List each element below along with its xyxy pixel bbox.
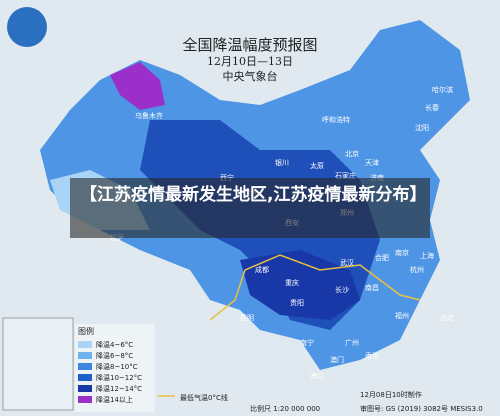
legend-title: 图例 [78, 327, 94, 336]
city-label: 昆明 [240, 314, 254, 322]
city-label: 呼和浩特 [322, 115, 350, 124]
city-label: 成都 [255, 265, 269, 274]
legend-swatch [78, 385, 92, 392]
scale: 比例尺 1:20 000 000 [250, 405, 321, 413]
city-label: 银川 [275, 158, 289, 167]
city-label: 哈尔滨 [432, 85, 453, 94]
city-label: 上海 [420, 251, 434, 260]
zero-degree-line [209, 254, 421, 321]
legend-swatch [78, 374, 92, 381]
city-label: 南宁 [300, 338, 314, 347]
city-label: 重庆 [285, 278, 299, 287]
legend-label: 降温8~10°C [96, 362, 138, 371]
legend-swatch [78, 352, 92, 359]
legend: 图例 降温4~6°C 降温6~8°C 降温8~10°C 降温10~12°C 降温12~14… [78, 326, 228, 405]
city-label: 杭州 [410, 265, 424, 274]
legend-item: 降温14以上 [78, 394, 142, 405]
legend-swatch [78, 363, 92, 370]
city-label: 澳门 [330, 355, 344, 364]
city-label: 沈阳 [415, 123, 429, 132]
legend-item: 最低气温0°C线 [180, 392, 228, 403]
legend-item: 降温6~8°C [78, 350, 142, 361]
city-label: 台北 [440, 313, 454, 322]
legend-label: 降温4~6°C [96, 340, 134, 349]
map-issuer: 中央气象台 [222, 70, 278, 83]
city-label: 北京 [345, 149, 359, 158]
headline-banner: 【江苏疫情最新发生地区,江苏疫情最新分布】 [70, 178, 430, 238]
city-label: 武汉 [340, 258, 354, 267]
inset-map [2, 317, 74, 411]
legend-swatch [78, 396, 92, 403]
city-label: 海口 [310, 371, 324, 380]
city-label: 西宁 [220, 173, 234, 182]
city-label: 香港 [365, 351, 379, 360]
map-period: 12月10日—13日 [207, 55, 293, 68]
city-label: 广州 [345, 338, 359, 347]
approval-number: 审图号: GS (2019) 3082号 MESIS3.0 [360, 405, 483, 413]
legend-item: 降温8~10°C [78, 361, 142, 372]
city-label: 长沙 [335, 285, 349, 294]
city-label: 福州 [395, 311, 409, 320]
city-label: 天津 [365, 159, 379, 167]
legend-item: 降温12~14°C [78, 383, 142, 394]
legend-label: 最低气温0°C线 [180, 393, 228, 402]
logo [7, 7, 47, 47]
city-label: 乌鲁木齐 [135, 111, 163, 120]
city-label: 合肥 [375, 253, 389, 262]
legend-label: 降温12~14°C [96, 384, 143, 393]
strong-cooling-zone [240, 250, 360, 320]
legend-label: 降温10~12°C [96, 373, 143, 382]
city-label: 济南 [370, 173, 384, 182]
city-label: 长春 [425, 103, 439, 112]
legend-label: 降温14以上 [96, 395, 133, 404]
legend-label: 降温6~8°C [96, 351, 134, 360]
made-time: 12月08日10时制作 [360, 391, 422, 399]
city-label: 南昌 [365, 283, 379, 292]
legend-swatch [78, 341, 92, 348]
map-title: 全国降温幅度预报图 [182, 36, 318, 54]
legend-item: 降温10~12°C [78, 372, 142, 383]
legend-item: 降温4~6°C [78, 339, 142, 350]
city-label: 贵阳 [290, 298, 304, 307]
city-label: 南京 [395, 248, 409, 257]
city-label: 石家庄 [335, 171, 356, 180]
extreme-cooling-zone [110, 62, 165, 110]
city-label: 太原 [310, 161, 324, 170]
